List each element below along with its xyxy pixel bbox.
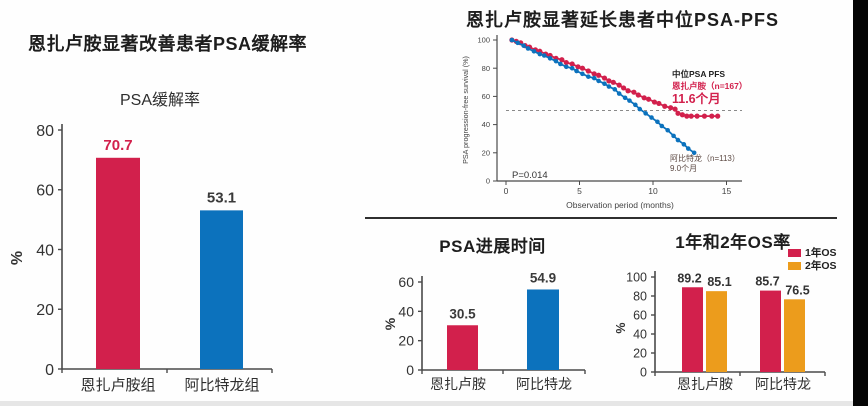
psa-pfs-title: 恩扎卢胺显著延长患者中位PSA-PFS (466, 10, 780, 30)
svg-text:P=0.014: P=0.014 (512, 170, 548, 181)
psa-pfs-panel: 恩扎卢胺显著延长患者中位PSA-PFS 0 20 40 60 80 100 0 5 10 15 Ob… (440, 0, 855, 220)
psa-response-chart: 0 20 40 60 80% 70.7 53.1 (9, 123, 273, 379)
psa-response-title: 恩扎卢胺显著改善患者PSA缓解率 (28, 34, 308, 54)
svg-text:中位PSA PFS: 中位PSA PFS (672, 69, 725, 79)
svg-text:20: 20 (36, 302, 54, 319)
svg-text:0: 0 (486, 177, 490, 186)
svg-text:20: 20 (633, 347, 647, 361)
svg-text:54.9: 54.9 (530, 270, 556, 285)
svg-text:9.0个月: 9.0个月 (670, 164, 697, 173)
svg-text:60: 60 (36, 183, 54, 200)
svg-text:80: 80 (633, 290, 647, 304)
right-edge-strip (853, 0, 868, 406)
psa-progression-title: PSA进展时间 (439, 237, 546, 256)
psa-response-subtitle: PSA缓解率 (119, 92, 201, 109)
svg-text:20: 20 (482, 148, 490, 157)
svg-text:100: 100 (477, 36, 490, 45)
svg-text:100: 100 (626, 271, 647, 285)
svg-text:0: 0 (640, 366, 647, 380)
svg-text:10: 10 (648, 186, 658, 196)
os-rates-panel: 1年和2年OS率 1年OS 2年OS 0 20 40 60 80 100% 89.2 85.1… (610, 222, 855, 406)
svg-text:60: 60 (482, 92, 490, 101)
svg-text:0: 0 (406, 362, 414, 378)
svg-text:53.1: 53.1 (207, 189, 236, 206)
svg-text:85.1: 85.1 (707, 275, 731, 289)
psa-progression-chart: 0 20 40 60% 30.5 54.9 (382, 270, 586, 378)
svg-text:15: 15 (722, 186, 732, 196)
svg-text:%: % (382, 317, 398, 330)
svg-text:PSA progression-free survival: PSA progression-free survival (%) (461, 56, 470, 164)
svg-text:20: 20 (398, 333, 414, 349)
svg-text:89.2: 89.2 (677, 271, 701, 285)
svg-text:76.5: 76.5 (785, 283, 809, 297)
svg-text:30.5: 30.5 (449, 306, 476, 321)
svg-text:0: 0 (45, 362, 54, 379)
os-2yr-swatch-icon (788, 261, 801, 270)
section-divider (365, 217, 837, 219)
svg-text:Observation period (months): Observation period (months) (566, 200, 674, 210)
svg-text:60: 60 (398, 274, 414, 290)
os-2yr-label: 2年OS (805, 260, 837, 272)
svg-text:%: % (9, 251, 26, 265)
svg-text:60: 60 (633, 309, 647, 323)
psa-progression-category-abi: 阿比特龙 (516, 376, 572, 392)
svg-text:70.7: 70.7 (103, 137, 132, 154)
os-category-abi: 阿比特龙 (755, 376, 811, 392)
svg-text:80: 80 (36, 123, 54, 140)
os-1yr-label: 1年OS (805, 247, 837, 259)
os-category-enza: 恩扎卢胺 (677, 376, 733, 392)
os-1yr-swatch-icon (788, 248, 801, 257)
os-legend-2yr: 2年OS (788, 258, 837, 273)
psa-response-category-enza: 恩扎卢胺组 (80, 377, 156, 394)
psa-response-category-abi: 阿比特龙组 (184, 377, 260, 394)
os-rates-chart: 0 20 40 60 80 100% 89.2 85.1 85.7 76.5 (614, 271, 826, 380)
psa-progression-category-enza: 恩扎卢胺 (430, 376, 486, 392)
psa-progression-panel: PSA进展时间 0 20 40 60% 30.5 54.9 恩扎卢胺 阿比特龙 (360, 222, 605, 406)
svg-text:11.6个月: 11.6个月 (672, 91, 721, 106)
os-rates-title: 1年和2年OS率 (675, 233, 791, 252)
psa-pfs-km-chart: 0 20 40 60 80 100 0 5 10 15 Observation period (mo… (461, 35, 747, 210)
svg-text:80: 80 (482, 64, 490, 73)
svg-text:40: 40 (482, 120, 490, 129)
svg-text:5: 5 (577, 186, 582, 196)
bottom-edge-strip (0, 401, 853, 406)
svg-text:40: 40 (633, 328, 647, 342)
svg-text:恩扎卢胺（n=167）: 恩扎卢胺（n=167） (672, 81, 747, 91)
svg-text:40: 40 (398, 303, 414, 319)
svg-text:85.7: 85.7 (755, 275, 779, 289)
svg-text:0: 0 (504, 186, 509, 196)
svg-text:40: 40 (36, 242, 54, 259)
os-legend-1yr: 1年OS (788, 245, 837, 260)
svg-text:%: % (614, 322, 628, 333)
psa-response-panel: 恩扎卢胺显著改善患者PSA缓解率 PSA缓解率 0 20 40 60 80% 70.7 53… (0, 0, 345, 406)
svg-text:阿比特龙（n=113）: 阿比特龙（n=113） (670, 153, 740, 163)
